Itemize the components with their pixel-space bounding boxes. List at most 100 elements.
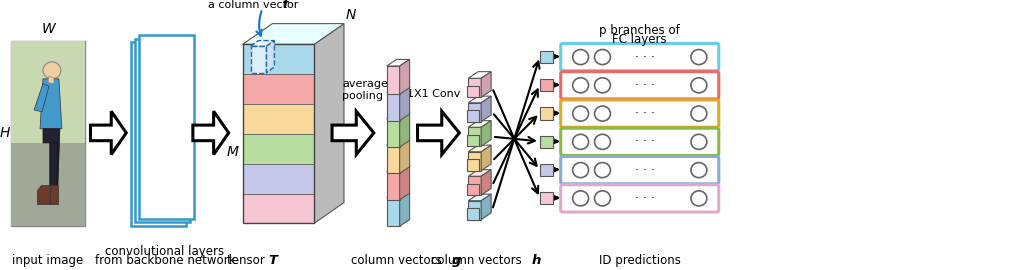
Polygon shape: [387, 92, 399, 121]
Circle shape: [595, 163, 610, 178]
Polygon shape: [37, 185, 50, 204]
Polygon shape: [387, 145, 399, 173]
Text: FC layers: FC layers: [612, 33, 667, 46]
Polygon shape: [467, 184, 479, 195]
Text: g: g: [452, 254, 462, 267]
Polygon shape: [468, 78, 481, 97]
Polygon shape: [243, 164, 314, 194]
Circle shape: [691, 163, 707, 178]
Polygon shape: [468, 201, 481, 220]
Polygon shape: [387, 198, 399, 226]
Polygon shape: [243, 104, 314, 134]
Text: f: f: [283, 0, 288, 11]
Polygon shape: [11, 40, 85, 226]
Circle shape: [595, 78, 610, 93]
Polygon shape: [399, 86, 410, 121]
Polygon shape: [481, 194, 492, 220]
Polygon shape: [11, 40, 85, 143]
Text: tensor: tensor: [227, 254, 268, 267]
Polygon shape: [399, 191, 410, 226]
Polygon shape: [387, 59, 410, 66]
FancyBboxPatch shape: [561, 72, 719, 99]
Text: · · ·: · · ·: [635, 50, 654, 63]
FancyBboxPatch shape: [139, 35, 194, 219]
Polygon shape: [90, 111, 126, 154]
Circle shape: [595, 191, 610, 206]
Polygon shape: [418, 111, 460, 154]
Text: N: N: [346, 8, 356, 22]
Polygon shape: [50, 185, 58, 204]
Text: T: T: [268, 254, 278, 267]
Text: · · ·: · · ·: [635, 164, 654, 177]
Polygon shape: [314, 23, 344, 223]
Polygon shape: [243, 194, 314, 223]
Polygon shape: [40, 79, 61, 129]
Polygon shape: [468, 152, 481, 171]
Polygon shape: [332, 111, 374, 154]
Polygon shape: [399, 59, 410, 94]
Text: column vectors: column vectors: [351, 254, 445, 267]
Circle shape: [572, 134, 589, 149]
Polygon shape: [387, 191, 410, 198]
Text: from backbone network: from backbone network: [95, 254, 236, 267]
Circle shape: [691, 49, 707, 65]
Polygon shape: [50, 143, 58, 185]
Polygon shape: [481, 72, 492, 97]
Polygon shape: [399, 139, 410, 173]
Polygon shape: [11, 143, 85, 226]
Polygon shape: [468, 194, 492, 201]
Polygon shape: [481, 170, 492, 195]
Text: · · ·: · · ·: [635, 135, 654, 148]
Polygon shape: [243, 23, 344, 44]
Polygon shape: [467, 86, 479, 97]
Text: ID predictions: ID predictions: [599, 254, 681, 267]
Polygon shape: [387, 66, 399, 94]
Polygon shape: [468, 72, 492, 78]
Polygon shape: [387, 112, 410, 119]
Circle shape: [691, 191, 707, 206]
Text: average
pooling: average pooling: [342, 79, 388, 101]
Text: p branches of: p branches of: [599, 23, 680, 37]
Polygon shape: [193, 111, 228, 154]
FancyBboxPatch shape: [135, 39, 189, 222]
Polygon shape: [468, 96, 492, 103]
Circle shape: [595, 134, 610, 149]
Polygon shape: [481, 145, 492, 171]
FancyBboxPatch shape: [561, 100, 719, 127]
Polygon shape: [468, 103, 481, 122]
Text: · · ·: · · ·: [635, 107, 654, 120]
Polygon shape: [399, 112, 410, 147]
Polygon shape: [387, 165, 410, 171]
Polygon shape: [467, 159, 479, 171]
Text: · · ·: · · ·: [635, 79, 654, 92]
Circle shape: [595, 106, 610, 121]
Polygon shape: [481, 121, 492, 146]
Text: 1X1 Conv: 1X1 Conv: [407, 89, 460, 99]
Polygon shape: [243, 44, 314, 74]
Polygon shape: [43, 129, 59, 185]
Text: a column vector: a column vector: [208, 0, 302, 10]
Polygon shape: [266, 40, 274, 73]
Text: · · ·: · · ·: [635, 192, 654, 205]
Circle shape: [572, 191, 589, 206]
FancyBboxPatch shape: [561, 43, 719, 71]
FancyBboxPatch shape: [131, 42, 186, 226]
Polygon shape: [387, 86, 410, 92]
FancyBboxPatch shape: [561, 156, 719, 184]
Polygon shape: [468, 145, 492, 152]
Polygon shape: [468, 176, 481, 195]
Circle shape: [572, 49, 589, 65]
Circle shape: [43, 62, 60, 79]
Circle shape: [691, 106, 707, 121]
Circle shape: [572, 78, 589, 93]
Text: M: M: [226, 145, 239, 159]
Polygon shape: [540, 136, 553, 148]
Polygon shape: [48, 76, 54, 84]
Text: H: H: [0, 126, 10, 140]
FancyBboxPatch shape: [561, 128, 719, 156]
Polygon shape: [468, 127, 481, 146]
Circle shape: [572, 163, 589, 178]
Polygon shape: [468, 170, 492, 176]
Polygon shape: [540, 107, 553, 120]
Circle shape: [595, 49, 610, 65]
